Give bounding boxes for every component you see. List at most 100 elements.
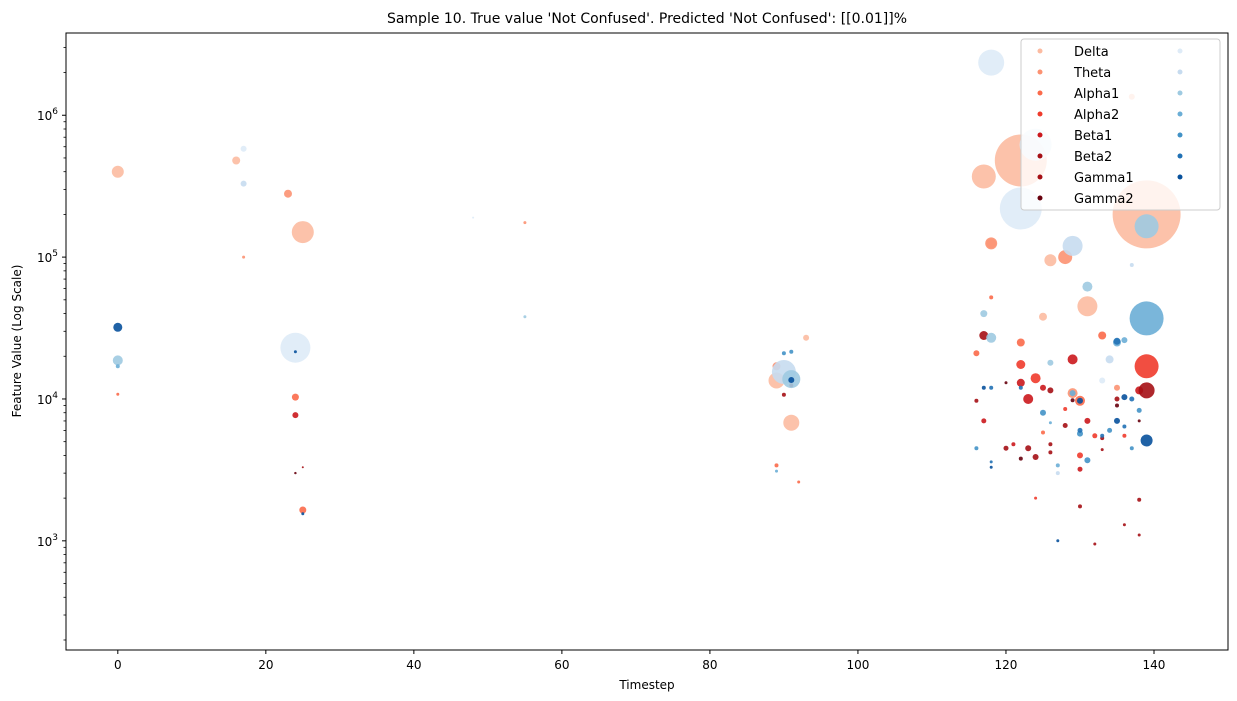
legend-marker: [1177, 132, 1183, 138]
legend-marker: [1037, 195, 1043, 201]
y-tick-label: 104: [37, 391, 58, 407]
data-point-series-4: [1016, 378, 1025, 387]
data-point-series-0: [803, 334, 810, 341]
data-point-series-3: [1092, 433, 1098, 439]
legend-label: Alpha1: [1074, 87, 1119, 102]
data-point-series-13: [989, 460, 993, 464]
data-point-series-4: [1084, 417, 1091, 424]
data-point-series-6: [301, 466, 304, 469]
data-point-series-2: [1016, 338, 1025, 347]
legend-marker: [1177, 48, 1183, 54]
legend-marker: [1177, 174, 1183, 180]
legend: Delta Theta Alpha1 Alpha2 Beta1 Beta2 Gamma1 Ga…: [1020, 38, 1221, 211]
data-point-series-0: [971, 164, 996, 189]
data-point-series-3: [1034, 496, 1038, 500]
data-point-series-12: [789, 349, 794, 354]
data-point-series-5: [979, 331, 989, 340]
legend-marker: [1177, 111, 1183, 117]
data-point-series-13: [1129, 396, 1135, 402]
x-tick-label: 0: [114, 658, 122, 672]
data-point-series-5: [1032, 454, 1039, 460]
data-point-series-10: [1047, 359, 1054, 366]
data-point-series-10: [112, 355, 123, 366]
data-point-series-6: [1122, 523, 1126, 527]
data-point-series-5: [1137, 497, 1142, 502]
data-point-series-11: [115, 364, 120, 369]
data-point-series-3: [1134, 354, 1159, 379]
x-tick-label: 60: [554, 658, 569, 672]
data-point-series-5: [1138, 382, 1155, 399]
chart-title: Sample 10. True value 'Not Confused'. Pr…: [387, 11, 907, 27]
data-point-series-5: [1137, 533, 1141, 537]
data-point-series-12: [1084, 457, 1091, 464]
y-tick-label: 105: [37, 249, 58, 265]
data-point-series-12: [781, 351, 786, 356]
legend-marker: [1037, 132, 1043, 138]
data-point-series-9: [1129, 263, 1134, 267]
data-point-series-8: [240, 145, 247, 152]
plot-frame: [65, 32, 1229, 651]
data-point-series-8: [1099, 377, 1106, 384]
legend-label: Gamma1: [1074, 171, 1134, 186]
data-point-series-5: [1048, 450, 1053, 455]
data-point-series-7: [1137, 419, 1141, 423]
data-point-series-14: [1121, 394, 1128, 401]
x-tick-label: 120: [995, 658, 1018, 672]
data-point-series-0: [1044, 254, 1057, 267]
data-point-series-7: [1115, 403, 1119, 408]
legend-marker: [1177, 69, 1183, 75]
data-point-series-14: [1140, 434, 1153, 447]
legend-marker: [1037, 153, 1043, 159]
data-point-series-9: [1105, 355, 1114, 364]
data-point-series-12: [1129, 446, 1134, 451]
data-point-series-6: [1048, 442, 1053, 447]
data-point-series-9: [1055, 471, 1060, 476]
y-tick-label: 106: [37, 107, 58, 123]
data-point-series-3: [1063, 407, 1068, 411]
y-tick-label: 103: [37, 533, 58, 549]
data-point-series-14: [1056, 539, 1060, 543]
data-point-series-3: [1016, 360, 1026, 369]
data-point-series-0: [232, 156, 241, 165]
data-point-series-10: [980, 310, 988, 318]
data-point-series-9: [1062, 235, 1083, 256]
legend-marker: [1177, 153, 1183, 159]
data-point-series-13: [1113, 337, 1121, 345]
data-point-series-12: [1107, 427, 1113, 433]
data-point-series-6: [1100, 448, 1104, 452]
data-point-series-0: [111, 165, 124, 178]
data-point-series-0: [783, 414, 800, 431]
legend-label: Gamma2: [1074, 192, 1134, 207]
data-point-series-11: [1069, 390, 1076, 397]
data-point-series-7: [1004, 381, 1008, 385]
data-point-series-6: [974, 398, 979, 403]
legend-marker: [1177, 90, 1183, 96]
data-point-series-2: [797, 480, 801, 484]
data-point-series-7: [1070, 398, 1075, 403]
data-point-series-6: [1062, 423, 1068, 428]
data-point-series-0: [1039, 312, 1047, 321]
x-tick-label: 100: [846, 658, 869, 672]
legend-label: Beta2: [1074, 150, 1112, 165]
data-point-series-14: [113, 322, 123, 332]
data-point-series-13: [1018, 385, 1023, 390]
data-point-series-3: [1077, 452, 1083, 459]
y-axis: 103 104 105 106: [37, 47, 66, 641]
x-tick-label: 40: [406, 658, 421, 672]
data-point-series-2: [1041, 430, 1045, 435]
data-point-series-4: [1077, 466, 1083, 472]
data-point-series-14: [989, 465, 993, 469]
data-point-series-4: [292, 412, 299, 419]
data-point-series-13: [1122, 424, 1127, 429]
data-point-series-14: [981, 385, 986, 390]
data-point-series-10: [1134, 214, 1159, 239]
data-point-series-13: [1100, 433, 1105, 438]
data-point-series-8: [472, 216, 475, 219]
legend-marker: [1037, 174, 1043, 180]
data-point-series-4: [1023, 394, 1034, 404]
data-point-series-8: [978, 49, 1005, 76]
data-point-series-10: [986, 332, 997, 343]
data-point-series-1: [985, 237, 998, 250]
data-point-series-11: [1055, 463, 1060, 468]
